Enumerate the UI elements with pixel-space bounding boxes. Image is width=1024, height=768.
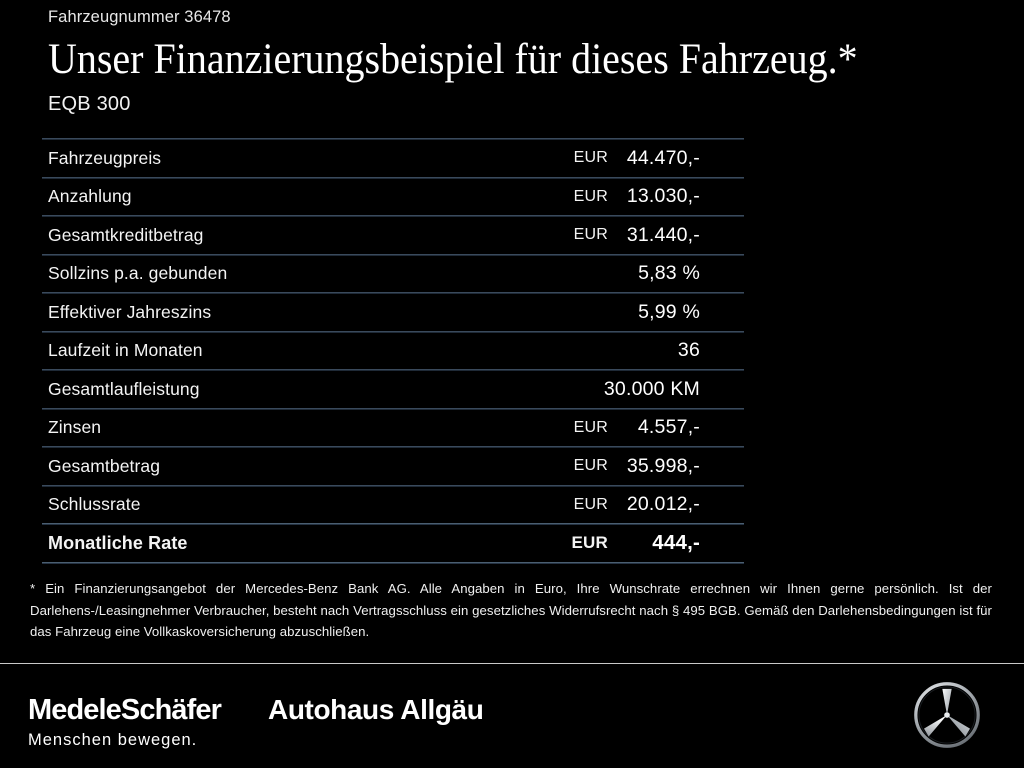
table-row-currency: EUR	[573, 418, 608, 436]
table-row-value: 44.470,-	[626, 146, 700, 169]
table-row-currency: EUR	[573, 149, 608, 167]
table-row-label: Effektiver Jahreszins	[48, 301, 212, 322]
table-row: Gesamtkreditbetrag EUR 31.440,-	[42, 217, 744, 254]
dealer-logo-medeleschaefer: MedeleSchäfer Menschen bewegen.	[28, 694, 222, 752]
table-divider	[42, 407, 744, 410]
table-row-value: 13.030,-	[626, 185, 700, 208]
table-divider	[42, 176, 744, 179]
table-row-currency: EUR	[571, 533, 608, 553]
vehicle-model-label: EQB 300	[48, 93, 131, 115]
table-row: Zinsen EUR 4.557,-	[42, 410, 744, 447]
table-row: Effektiver Jahreszins 5,99 %	[42, 294, 744, 331]
dealer-name: MedeleSchäfer	[28, 694, 222, 726]
table-divider	[42, 369, 744, 371]
table-row-value: 31.440,-	[626, 223, 700, 246]
table-divider	[42, 484, 744, 487]
page-header: Fahrzeugnummer 36478 Unser Finanzierungs…	[48, 6, 988, 117]
table-row-label: Gesamtkreditbetrag	[48, 224, 204, 245]
dealer-logo-autohaus-allgaeu: Autohaus Allgäu	[268, 694, 484, 725]
table-row-label: Laufzeit in Monaten	[48, 340, 203, 361]
table-divider	[42, 292, 744, 294]
page-title: Unser Finanzierungsbeispiel für dieses F…	[48, 36, 858, 83]
table-row: Anzahlung EUR 13.030,-	[42, 179, 744, 216]
table-row: Gesamtbetrag EUR 35.998,-	[42, 448, 744, 485]
table-row-value: 30.000 KM	[603, 377, 700, 400]
table-row-value: 5,99 %	[638, 300, 700, 323]
table-row-value: 5,83 %	[638, 262, 700, 285]
table-row: Schlussrate EUR 20.012,-	[42, 487, 744, 524]
legal-footnote: * Ein Finanzierungsangebot der Mercedes-…	[30, 581, 992, 639]
table-row-label: Gesamtlaufleistung	[48, 378, 200, 399]
table-row-currency: EUR	[573, 226, 608, 244]
table-row-value: 35.998,-	[626, 454, 700, 477]
table-row-currency: EUR	[573, 187, 608, 205]
table-row-value: 4.557,-	[637, 416, 700, 439]
table-row-label: Monatliche Rate	[48, 532, 188, 553]
table-row-label: Schlussrate	[48, 494, 141, 515]
table-row-value: 20.012,-	[626, 493, 700, 516]
finance-table: Fahrzeugpreis EUR 44.470,- Anzahlung EUR 13.0…	[42, 138, 744, 564]
vehicle-number-label: Fahrzeugnummer 36478	[48, 8, 231, 26]
table-row-label: Anzahlung	[48, 186, 132, 207]
table-row-value: 36	[677, 339, 700, 362]
table-divider	[42, 253, 744, 256]
table-row: Fahrzeugpreis EUR 44.470,-	[42, 140, 744, 177]
table-row: Monatliche Rate EUR 444,-	[42, 525, 744, 562]
footer-divider	[0, 663, 1024, 664]
table-row-label: Gesamtbetrag	[48, 455, 161, 476]
page-footer: MedeleSchäfer Menschen bewegen. Autohaus…	[0, 664, 1024, 768]
table-divider	[42, 561, 744, 564]
table-row: Gesamtlaufleistung 30.000 KM	[42, 371, 744, 408]
table-row: Laufzeit in Monaten 36	[42, 333, 744, 370]
table-row-currency: EUR	[573, 457, 608, 475]
table-row-label: Zinsen	[48, 417, 102, 438]
mercedes-benz-star-icon	[914, 682, 980, 748]
table-row-label: Sollzins p.a. gebunden	[48, 263, 228, 284]
table-divider	[42, 215, 744, 217]
dealer-tagline: Menschen bewegen.	[28, 731, 198, 749]
table-divider	[42, 523, 744, 525]
table-divider	[42, 330, 744, 333]
table-row-currency: EUR	[573, 495, 608, 513]
table-divider	[42, 446, 744, 448]
table-divider	[42, 138, 744, 140]
table-row-label: Fahrzeugpreis	[48, 147, 162, 168]
table-row: Sollzins p.a. gebunden 5,83 %	[42, 256, 744, 293]
table-row-value: 444,-	[652, 531, 700, 555]
